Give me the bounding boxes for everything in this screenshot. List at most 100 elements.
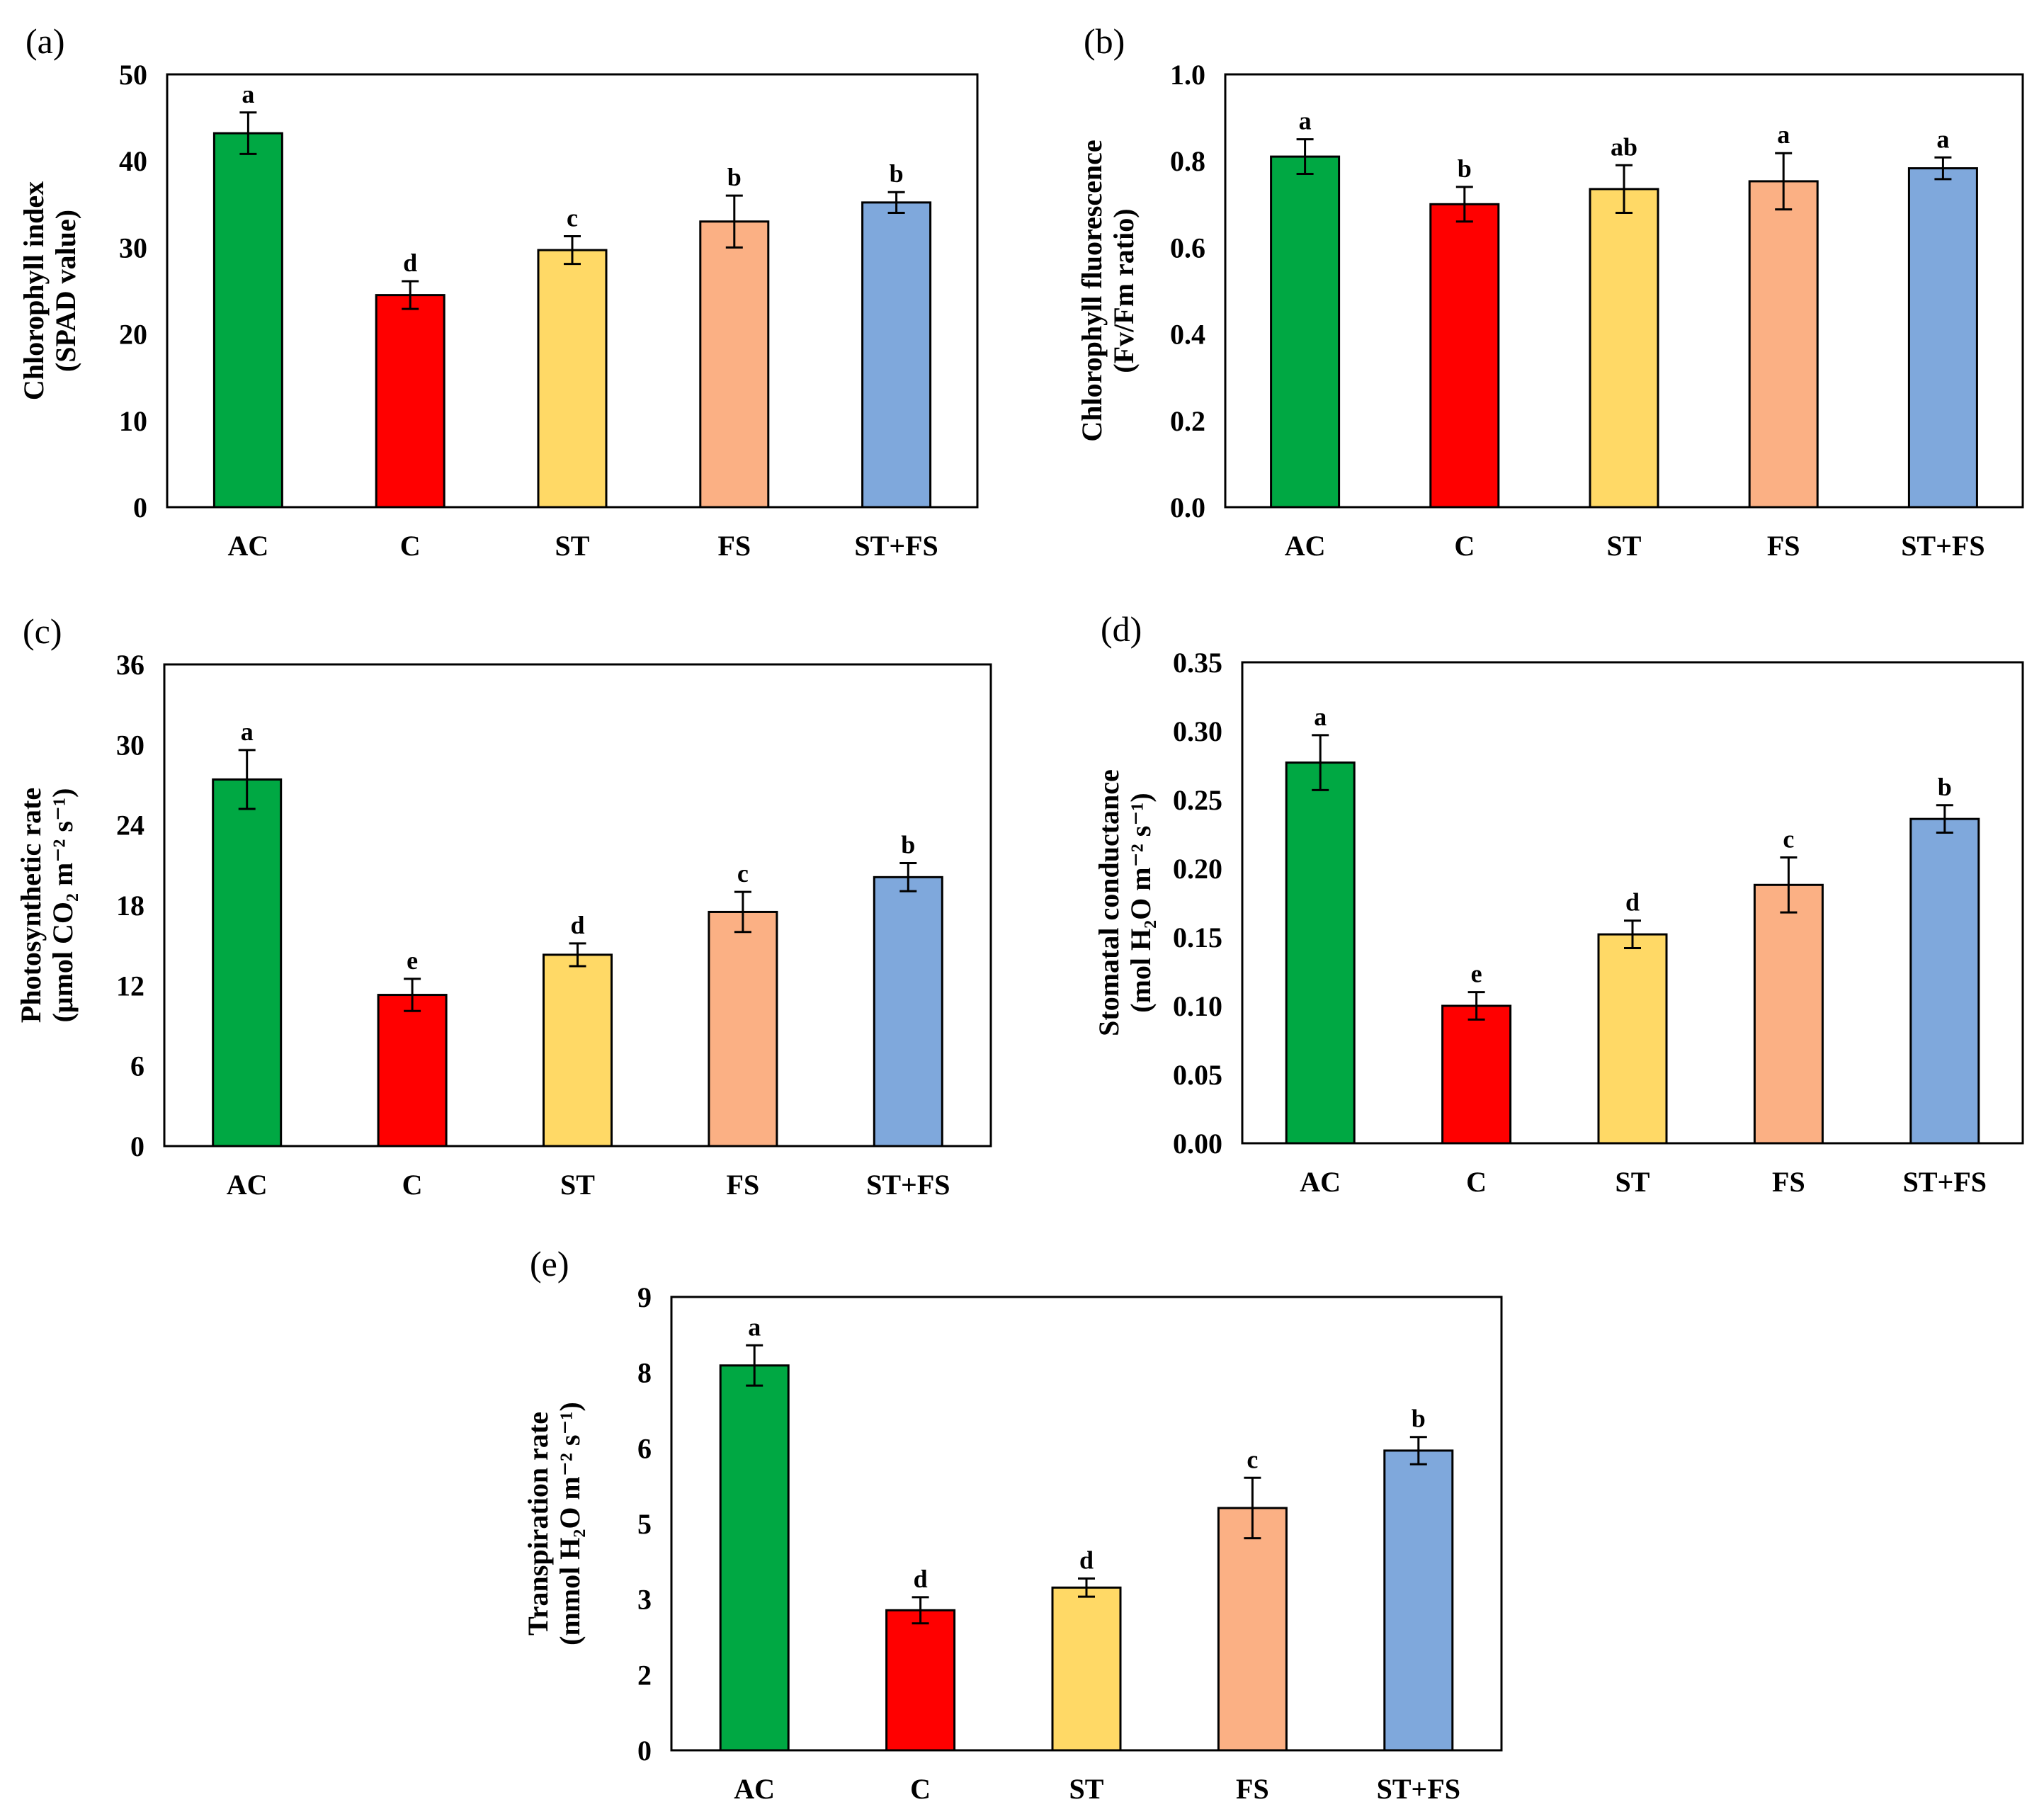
error-bar-AC <box>1296 138 1314 176</box>
y-axis-title: Chlorophyll fluorescence <box>1076 140 1108 441</box>
plot-frame <box>166 73 979 509</box>
error-bar-AC <box>238 749 256 810</box>
chart-panel-d: (d) 0.00 0.05 0.10 0.15 0.20 0.25 0.30 0.35 Stoma… <box>1093 609 2024 1198</box>
y-tick-label: 0.8 <box>1170 145 1205 177</box>
significance-letter: e <box>1471 960 1482 988</box>
error-bar-ST+FS <box>1409 1436 1427 1466</box>
error-bar-AC <box>239 111 257 155</box>
y-tick-label: 40 <box>119 145 147 177</box>
significance-letter: b <box>1458 154 1472 183</box>
error-bar-ST <box>1624 919 1641 950</box>
error-bar-ST <box>569 942 586 968</box>
panel-label: (d) <box>1101 609 1142 649</box>
y-tick-label: 0 <box>637 1735 652 1767</box>
error-bar-ST <box>1616 164 1633 215</box>
significance-letter: b <box>901 831 915 859</box>
y-tick-label: 18 <box>116 890 144 922</box>
bar-C <box>1429 203 1500 509</box>
significance-letter: d <box>914 1565 928 1593</box>
error-bar-C <box>1455 186 1473 223</box>
y-tick-label: 36 <box>116 649 144 681</box>
error-bar-AC <box>746 1344 763 1387</box>
error-bar-FS <box>734 890 751 934</box>
y-tick-label: 30 <box>119 232 147 264</box>
significance-letter: d <box>1625 888 1640 917</box>
y-tick-label: 9 <box>637 1281 652 1313</box>
y-tick-label: 0.00 <box>1173 1128 1222 1160</box>
y-tick-label: 0.2 <box>1170 405 1205 437</box>
bar-C <box>1441 1004 1512 1145</box>
chart-panel-c: (c) 0 6 12 18 24 30 36 Photosynthetic rate (μmol … <box>15 611 992 1201</box>
bar-AC <box>212 132 283 509</box>
y-axis-title: Stomatal conductance <box>1093 769 1125 1036</box>
y-tick-label: 3 <box>637 1584 652 1616</box>
x-tick-label: ST+FS <box>1377 1773 1460 1805</box>
y-tick-label: 0.35 <box>1173 647 1222 679</box>
bar-ST+FS <box>861 201 932 509</box>
bar-AC <box>719 1364 790 1752</box>
significance-letter: a <box>1314 703 1327 731</box>
significance-letter: ab <box>1611 132 1637 161</box>
x-tick-label: AC <box>1300 1166 1341 1198</box>
y-axis-title-units: (mmol H₂O m⁻² s⁻¹) <box>554 1402 586 1645</box>
y-axis-title: Photosynthetic rate <box>15 788 47 1023</box>
y-tick-label: 0.15 <box>1173 922 1222 953</box>
error-bar-C <box>402 280 419 310</box>
y-tick-label: 24 <box>116 810 144 842</box>
bar-AC <box>1285 761 1356 1145</box>
x-tick-label: AC <box>228 530 269 562</box>
significance-letter: c <box>1247 1445 1258 1473</box>
significance-letter: e <box>407 946 418 975</box>
error-bar-FS <box>1775 152 1793 211</box>
bar-ST+FS <box>873 876 943 1148</box>
significance-letter: a <box>242 80 254 108</box>
significance-letter: a <box>748 1313 761 1341</box>
bar-C <box>377 994 448 1148</box>
error-bar-FS <box>1780 856 1798 914</box>
y-tick-label: 0.10 <box>1173 990 1222 1022</box>
x-tick-label: FS <box>1767 530 1800 562</box>
x-tick-label: AC <box>734 1773 775 1805</box>
y-tick-label: 5 <box>637 1508 652 1540</box>
bar-ST <box>1051 1586 1122 1752</box>
x-tick-label: ST <box>560 1169 595 1201</box>
y-tick-label: 30 <box>116 729 144 761</box>
y-axis-title-units: (SPAD value) <box>50 210 81 372</box>
bar-FS <box>1748 180 1819 509</box>
y-axis-title-units: (Fv/Fm ratio) <box>1108 208 1140 373</box>
x-tick-label: ST <box>1069 1773 1104 1805</box>
x-tick-label: ST <box>1616 1166 1650 1198</box>
x-tick-label: ST+FS <box>1901 530 1985 562</box>
y-tick-label: 0.20 <box>1173 853 1222 885</box>
x-tick-label: ST+FS <box>854 530 938 562</box>
error-bar-C <box>1467 991 1485 1021</box>
x-tick-label: C <box>910 1773 931 1805</box>
y-tick-label: 50 <box>119 59 147 91</box>
plot-frame <box>1224 73 2024 509</box>
bar-ST <box>1589 188 1659 509</box>
x-tick-label: FS <box>717 530 751 562</box>
bar-FS <box>708 910 778 1148</box>
panel-label: (c) <box>23 611 62 651</box>
x-tick-label: C <box>1454 530 1475 562</box>
significance-letter: c <box>567 204 578 232</box>
chart-panel-a: (a) 0 10 20 30 40 50 Chlorophyll index (SPAD val… <box>18 21 979 562</box>
y-tick-label: 0 <box>133 492 147 523</box>
y-tick-label: 10 <box>119 405 147 437</box>
y-tick-label: 0.25 <box>1173 784 1222 816</box>
y-tick-label: 6 <box>637 1432 652 1464</box>
y-tick-label: 12 <box>116 970 144 1002</box>
significance-letter: a <box>1936 125 1949 153</box>
error-bar-C <box>404 978 421 1012</box>
error-bar-FS <box>1244 1476 1261 1540</box>
x-tick-label: C <box>402 1169 423 1201</box>
plot-frame <box>670 1296 1503 1752</box>
x-tick-label: C <box>400 530 421 562</box>
error-bar-ST+FS <box>899 862 917 892</box>
y-axis-title: Transpiration rate <box>522 1412 554 1636</box>
chart-panel-b: (b) 0.0 0.2 0.4 0.6 0.8 1.0 Chlorophyll fluores… <box>1076 21 2024 562</box>
x-tick-label: ST+FS <box>866 1169 950 1201</box>
bar-ST <box>543 953 613 1148</box>
bar-FS <box>1753 883 1824 1145</box>
